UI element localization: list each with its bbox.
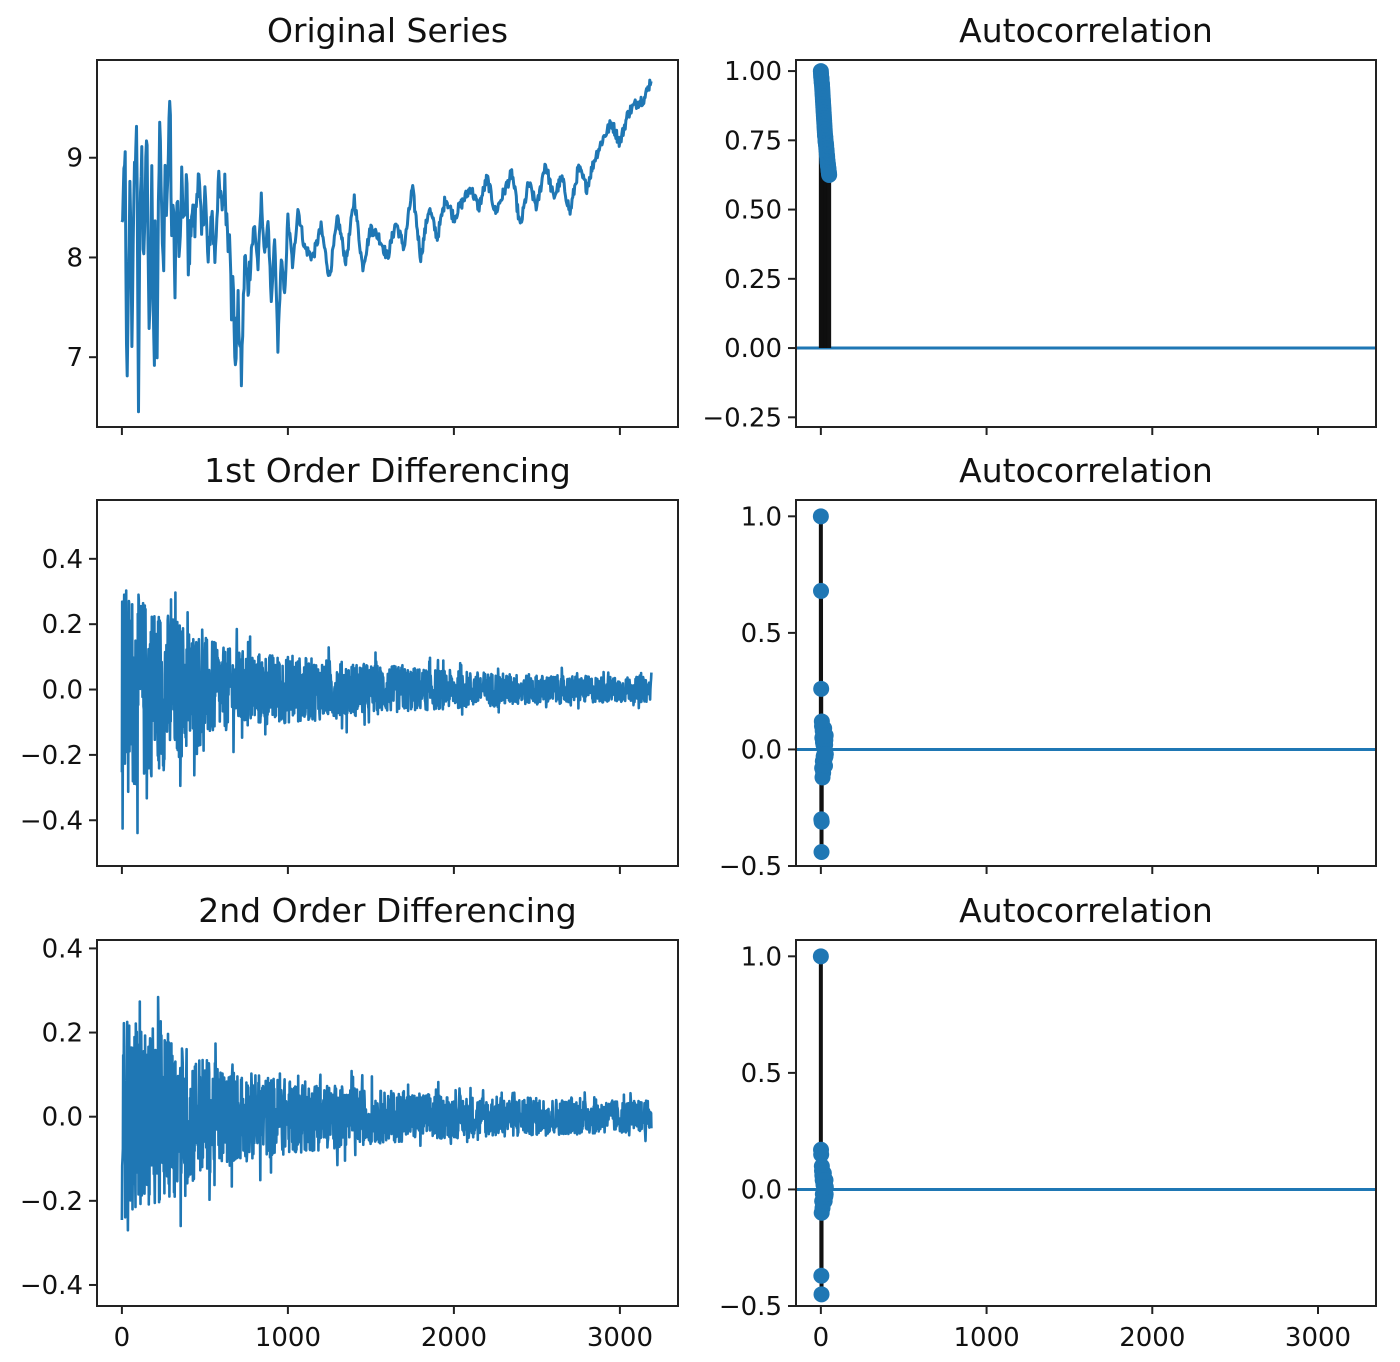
y-tick-label: −0.4 xyxy=(20,1271,83,1301)
chart-acf-diff2: −0.5 0.0 0.5 1.0 0 1000 2000 3000 Autocorrelatio… xyxy=(719,891,1376,1353)
y-tick-label: 1.0 xyxy=(741,502,782,532)
x-tick-label: 1000 xyxy=(953,1323,1019,1353)
series-line xyxy=(122,997,652,1230)
plot-area xyxy=(796,508,1376,860)
x-tick-label: 0 xyxy=(813,1323,830,1353)
chart-acf-original: −0.25 0.00 0.25 0.50 0.75 1.00 Autocorrelation xyxy=(702,11,1376,435)
y-tick-label: 0.75 xyxy=(724,126,782,156)
series-line xyxy=(122,591,652,833)
x-tick-label: 0 xyxy=(114,1323,131,1353)
y-tick-label: −0.5 xyxy=(719,852,782,882)
chart-acf-diff1: −0.5 0.0 0.5 1.0 Autocorrelation xyxy=(719,451,1376,882)
acf-marker xyxy=(813,583,829,599)
plot-area xyxy=(122,591,652,833)
y-tick-label: 0.0 xyxy=(42,1103,83,1133)
x-tick-label: 3000 xyxy=(587,1323,653,1353)
series-line xyxy=(122,80,651,412)
y-tick-label: −0.5 xyxy=(719,1292,782,1322)
y-tick-label: 0.2 xyxy=(42,610,83,640)
y-tick-label: 0.0 xyxy=(741,1175,782,1205)
x-tick-label: 2000 xyxy=(1119,1323,1185,1353)
chart-title: 2nd Order Differencing xyxy=(198,891,576,930)
acf-marker xyxy=(814,1286,830,1302)
chart-title: 1st Order Differencing xyxy=(204,451,571,490)
y-tick-label: 8 xyxy=(66,243,83,273)
axes-frame xyxy=(97,60,678,427)
x-tick-label: 1000 xyxy=(255,1323,321,1353)
y-tick-label: 1.00 xyxy=(724,57,782,87)
y-tick-label: 7 xyxy=(66,343,83,373)
y-tick-label: 0.5 xyxy=(741,1059,782,1089)
plot-area xyxy=(122,80,651,412)
chart-diff1: −0.4 −0.2 0.0 0.2 0.4 1st Order Differencing xyxy=(20,451,678,874)
axes-frame xyxy=(796,500,1376,866)
plot-area xyxy=(796,63,1376,348)
chart-title: Autocorrelation xyxy=(959,451,1213,490)
plot-area xyxy=(122,997,652,1230)
chart-title: Autocorrelation xyxy=(959,11,1213,50)
acf-marker xyxy=(818,746,834,762)
y-tick-label: 0.5 xyxy=(741,619,782,649)
acf-marker xyxy=(818,1179,834,1195)
axes-frame xyxy=(796,940,1376,1306)
acf-marker xyxy=(813,681,829,697)
acf-marker xyxy=(814,844,830,860)
x-tick-label: 3000 xyxy=(1285,1323,1351,1353)
y-tick-label: −0.25 xyxy=(702,403,782,433)
y-tick-label: −0.2 xyxy=(20,1187,83,1217)
y-tick-label: 0.25 xyxy=(724,265,782,295)
y-tick-label: −0.2 xyxy=(20,741,83,771)
y-tick-label: 0.4 xyxy=(42,545,83,575)
chart-title: Autocorrelation xyxy=(959,891,1213,930)
y-tick-label: 0.2 xyxy=(42,1019,83,1049)
y-tick-label: 0.4 xyxy=(42,934,83,964)
axes-frame xyxy=(796,60,1376,427)
chart-title: Original Series xyxy=(267,11,508,50)
y-tick-label: 0.0 xyxy=(42,676,83,706)
y-tick-label: 1.0 xyxy=(741,942,782,972)
x-tick-label: 2000 xyxy=(421,1323,487,1353)
y-tick-label: −0.4 xyxy=(20,806,83,836)
acf-marker xyxy=(814,814,830,830)
acf-marker xyxy=(813,1268,829,1284)
acf-marker xyxy=(813,948,829,964)
y-tick-label: 0.00 xyxy=(724,334,782,364)
chart-original: 7 8 9 Original Series xyxy=(66,11,678,435)
y-tick-label: 0.50 xyxy=(724,196,782,226)
acf-marker xyxy=(821,167,837,183)
acf-marker xyxy=(818,727,834,743)
y-tick-label: 9 xyxy=(66,144,83,174)
acf-marker xyxy=(813,508,829,524)
plot-area xyxy=(796,948,1376,1302)
chart-diff2: −0.4 −0.2 0.0 0.2 0.4 0 1000 2000 3000 2nd Order … xyxy=(20,891,678,1353)
y-tick-label: 0.0 xyxy=(741,735,782,765)
